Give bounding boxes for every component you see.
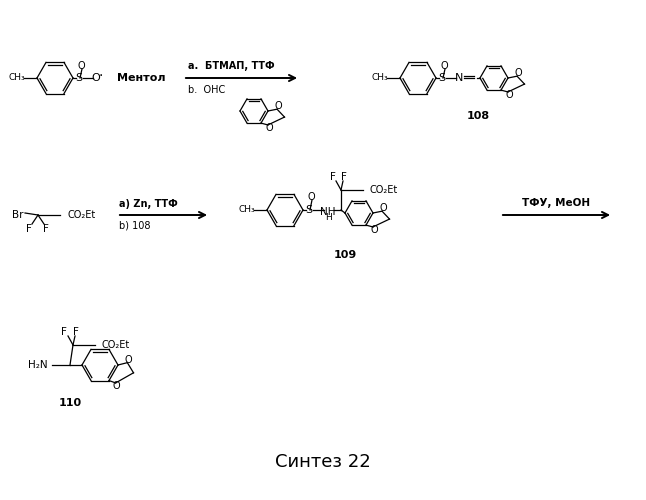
Text: S: S [76,73,83,83]
Text: O: O [125,354,132,364]
Text: F: F [73,327,79,337]
Text: O: O [370,225,378,235]
Text: O: O [77,61,85,71]
Text: N: N [455,73,463,83]
Text: 108: 108 [466,111,490,121]
Text: ТФУ, MeOH: ТФУ, MeOH [523,198,590,208]
Text: O: O [265,123,273,133]
Text: O: O [440,61,448,71]
Text: CH₃: CH₃ [238,206,255,214]
Text: Ментол: Ментол [117,73,165,83]
Text: 110: 110 [58,398,81,408]
Text: ·: · [99,69,103,83]
Text: F: F [61,327,67,337]
Text: O: O [307,192,315,202]
Text: O: O [505,90,513,100]
Text: H₂N: H₂N [28,360,48,370]
Text: Br: Br [12,210,23,220]
Text: b.  ОНС: b. ОНС [188,85,225,95]
Text: 109: 109 [333,250,357,260]
Text: CH₃: CH₃ [371,74,388,82]
Text: O: O [113,381,120,391]
Text: NH: NH [320,207,336,217]
Text: Синтез 22: Синтез 22 [275,453,371,471]
Text: F: F [26,224,32,234]
Text: H: H [325,214,331,222]
Text: O: O [514,68,522,78]
Text: S: S [439,73,446,83]
Text: O: O [379,203,387,213]
Text: a) Zn, ТТФ: a) Zn, ТТФ [119,199,178,209]
Text: CH₃: CH₃ [8,74,25,82]
Text: CO₂Et: CO₂Et [67,210,95,220]
Text: a.  БТМАП, ТТФ: a. БТМАП, ТТФ [188,61,275,71]
Text: F: F [43,224,49,234]
Text: O: O [275,101,282,111]
Text: CO₂Et: CO₂Et [370,185,398,195]
Text: O: O [92,73,100,83]
Text: b) 108: b) 108 [119,221,151,231]
Text: F: F [341,172,347,182]
Text: CO₂Et: CO₂Et [102,340,130,350]
Text: F: F [330,172,336,182]
Text: S: S [306,205,313,215]
